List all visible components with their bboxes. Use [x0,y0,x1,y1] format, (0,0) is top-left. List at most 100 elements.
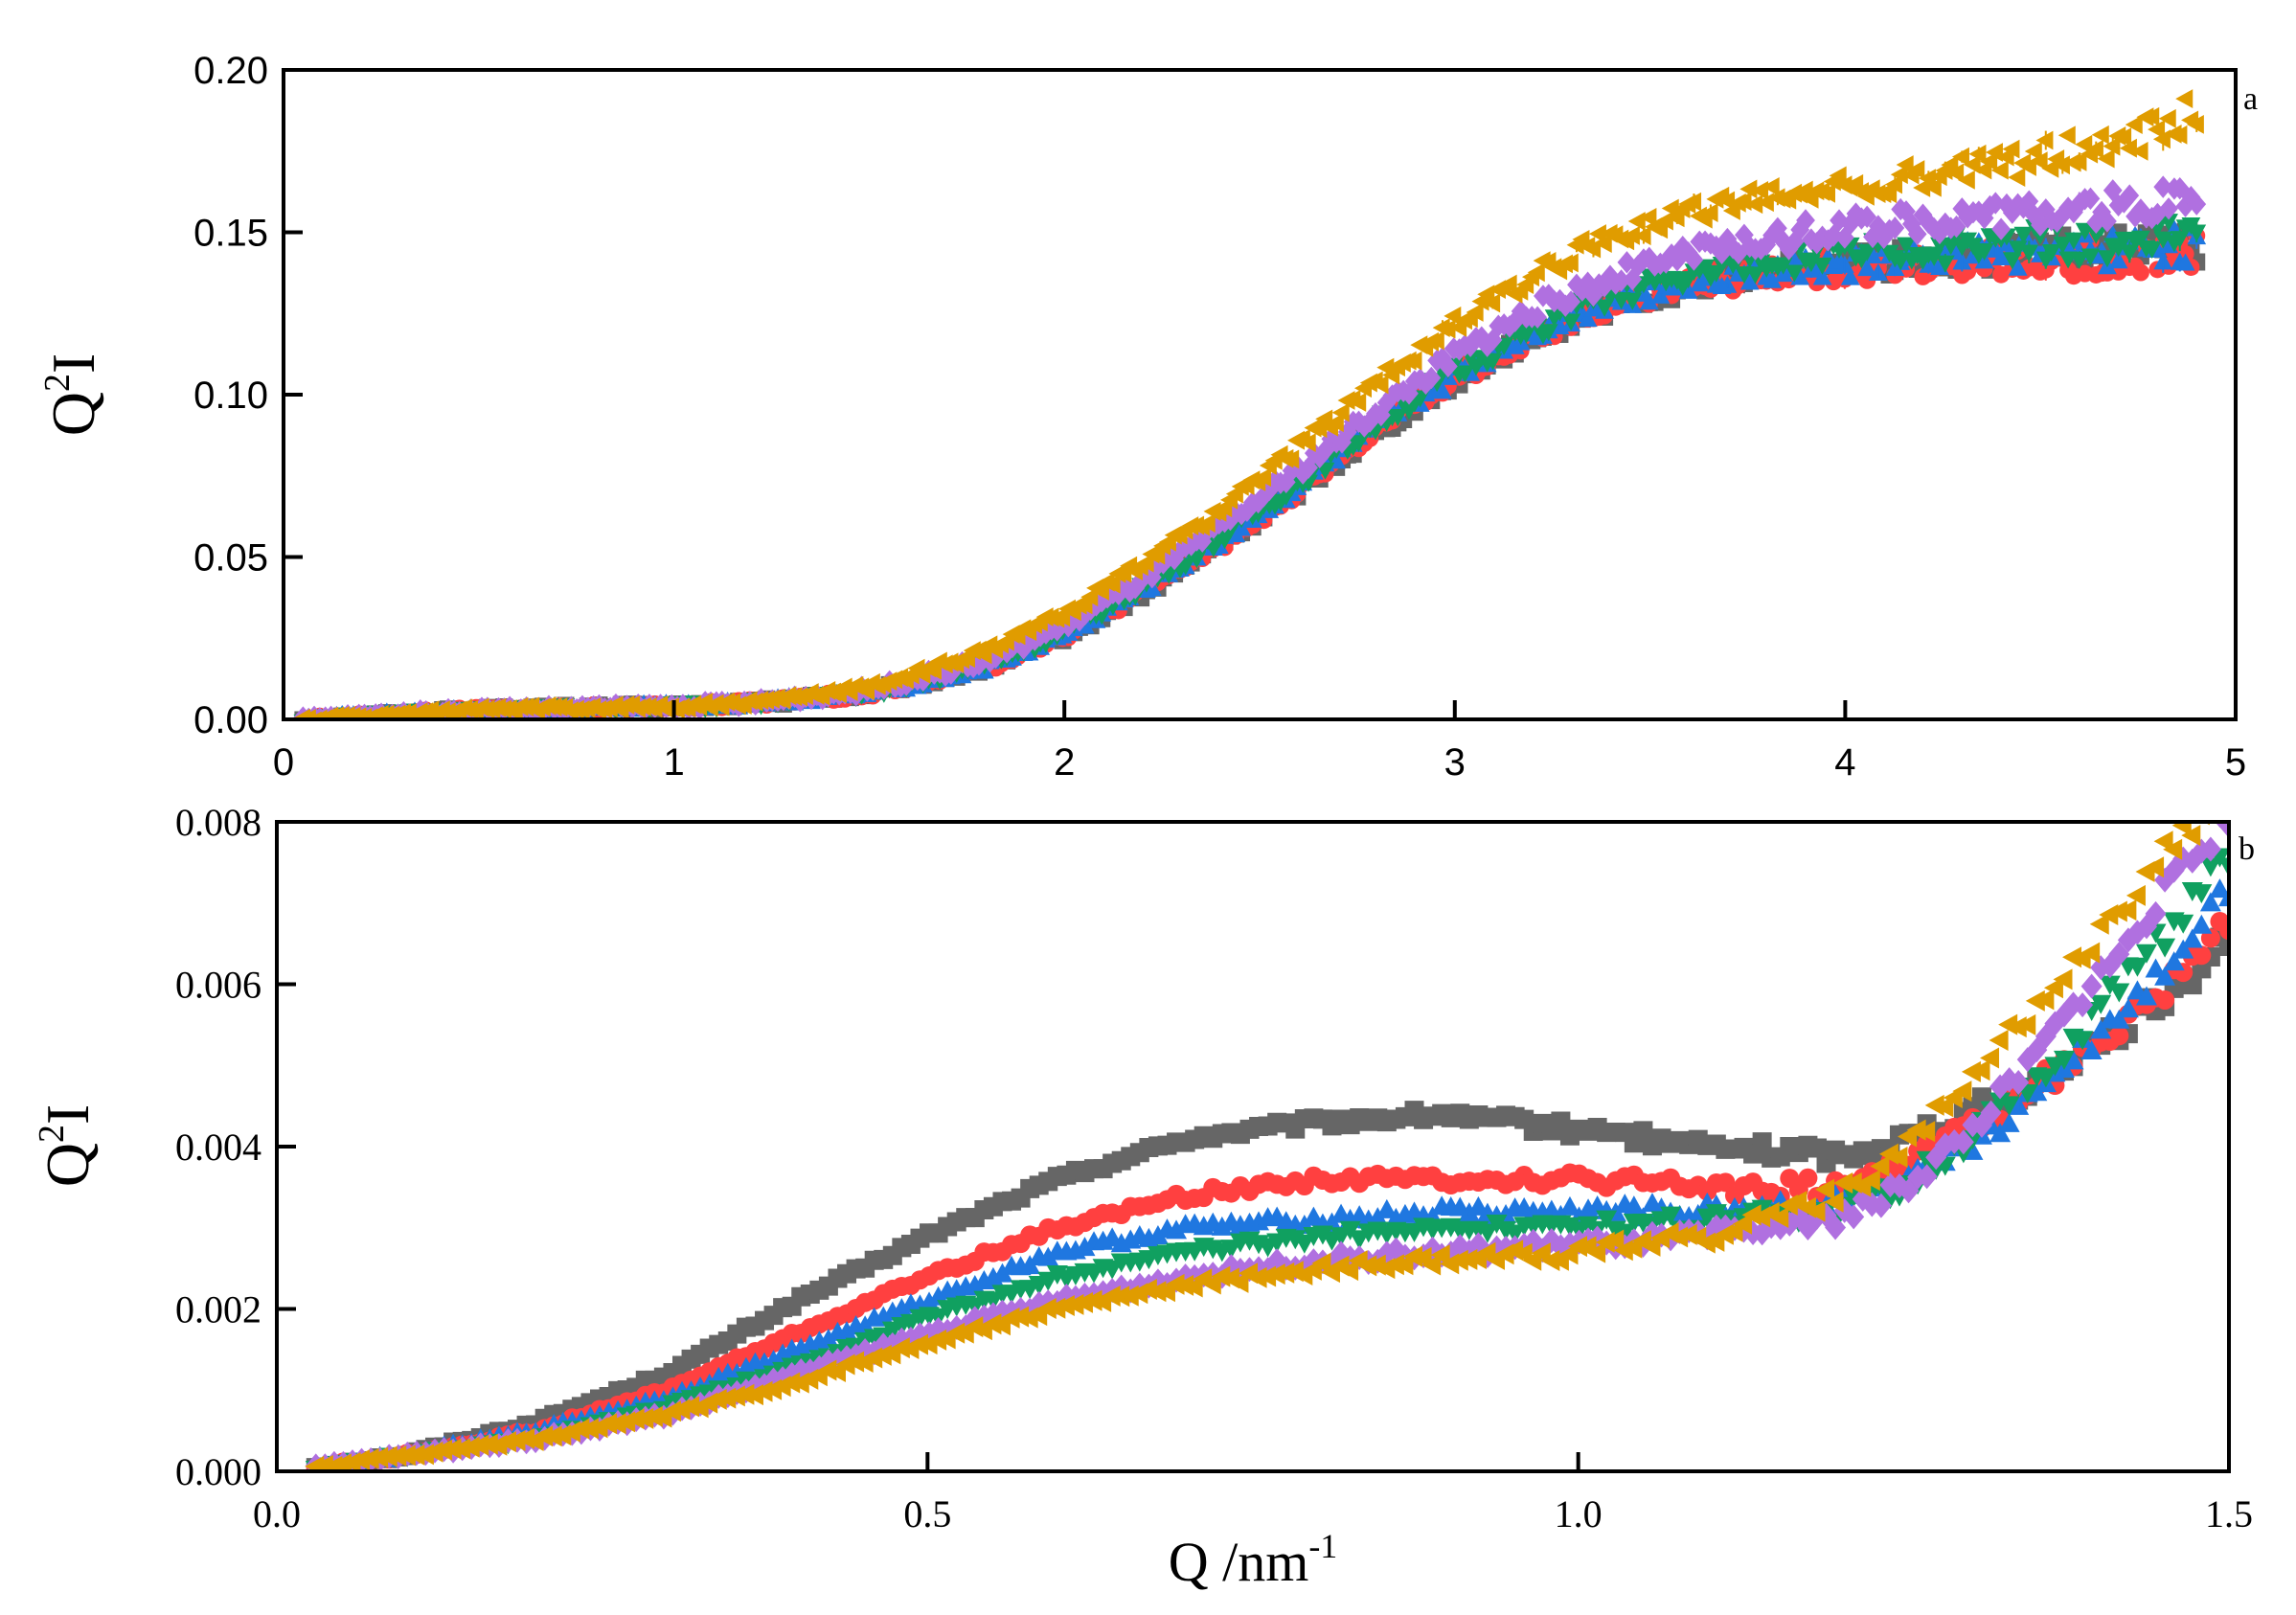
data-point [1403,1245,1423,1267]
data-point [2153,830,2173,853]
data-point [1476,1223,1498,1243]
data-point [1471,326,1491,349]
data-point [1660,1206,1682,1226]
data-point [1421,1254,1442,1276]
data-point [1416,372,1436,396]
data-point [469,1434,489,1456]
data-point [1561,290,1581,313]
data-point [1174,1274,1194,1296]
data-point [1082,1289,1103,1311]
y-tick-label: 0.000 [175,1450,261,1493]
data-point [1890,165,1908,185]
data-point [1678,281,1698,299]
data-point [1299,456,1318,479]
data-point [1964,238,1983,256]
data-point [1586,1241,1606,1263]
data-point [2080,248,2101,266]
data-point [1779,238,1799,261]
data-point [1229,1271,1249,1293]
data-point [2041,158,2059,178]
data-point [1376,391,1397,415]
data-point [2080,1040,2103,1060]
data-point [460,1436,480,1458]
data-point [643,1405,663,1427]
data-point [2062,946,2082,968]
data-point [1458,1248,1478,1270]
data-point [423,1441,443,1463]
data-point [1790,267,1810,285]
data-point [817,1359,837,1381]
data-point [1961,1060,1981,1082]
data-point [1354,415,1375,438]
data-point [2163,951,2185,971]
data-point [1595,1231,1615,1253]
data-point [1013,637,1034,660]
x-tick-label: 3 [1444,741,1466,784]
data-point [1538,324,1558,342]
x-tick-label: 0 [273,741,294,784]
data-point [1628,254,1648,278]
data-point [1952,1080,1972,1103]
data-point [1641,1235,1661,1257]
data-point [1757,233,1777,257]
data-point [1639,246,1659,270]
data-point [1275,1262,1295,1284]
data-point [2080,973,2103,999]
data-point [1254,467,1272,488]
data-point [1070,609,1089,632]
data-point [964,1275,986,1295]
data-point [2097,148,2115,169]
data-point [1421,366,1442,390]
data-point [2159,214,2178,232]
data-point [725,1385,745,1407]
data-point [1633,226,1651,246]
data-point [1075,603,1095,626]
data-point [2135,986,2157,1006]
data-point [1074,1237,1096,1257]
data-point [1036,1297,1057,1319]
data-point [1870,1155,1890,1177]
data-point [1505,309,1525,332]
data-point [2035,989,2055,1011]
data-point [2080,187,2101,211]
data-point [1594,234,1612,253]
data-point [2108,1009,2130,1029]
data-point [1276,470,1296,494]
data-point [1091,581,1109,601]
data-point [1131,569,1150,592]
data-point [1193,530,1213,553]
data-point [2114,127,2132,147]
data-point [1829,166,1847,186]
data-point [1907,160,1925,179]
series-3 [298,218,2207,719]
data-point [1824,1191,1844,1213]
data-point [1147,1225,1169,1245]
data-point [1623,292,1643,310]
data-point [982,1313,1002,1335]
data-point [1293,1234,1315,1254]
data-point [341,1451,361,1471]
data-point [845,1351,865,1373]
data-point [387,1444,407,1467]
data-point [1578,309,1598,328]
data-point [1857,259,1877,277]
data-point [1326,413,1344,433]
data-point [1458,1202,1480,1222]
data-point [1633,1121,1653,1141]
data-point [2219,936,2229,956]
data-point [1734,192,1752,211]
data-point [1998,1096,2020,1116]
data-point [396,1444,416,1467]
data-point [1551,1111,1571,1131]
data-point [1980,151,1998,171]
data-point [1254,485,1274,508]
data-point [1990,160,2009,180]
data-point [2145,856,2165,878]
data-point [1371,403,1391,427]
data-point [1924,248,1944,266]
x-tick-label: 1.0 [1555,1492,1603,1535]
data-point [707,1388,727,1410]
data-point [1282,459,1302,483]
data-point [1906,1119,1926,1141]
data-point [2057,125,2076,146]
